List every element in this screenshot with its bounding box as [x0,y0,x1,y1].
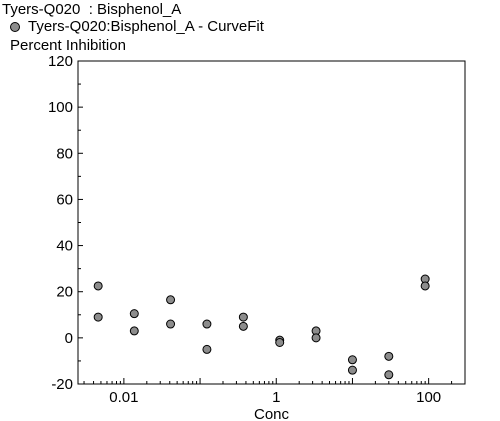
y-tick-label: 120 [48,53,73,70]
legend-label: Tyers-Q020:Bisphenol_A - CurveFit [28,18,264,35]
plot-area [77,60,466,385]
y-tick-label: -20 [51,376,73,393]
data-point [347,365,357,375]
data-point [166,319,176,329]
legend-marker-icon [10,21,20,32]
y-tick-label: 100 [48,99,73,116]
data-point [384,370,394,380]
data-point [311,333,321,343]
y-tick-label: 0 [65,330,73,347]
y-axis: -20 0 20 40 60 80 100 120 [48,53,83,393]
data-point [129,326,139,336]
x-axis-title: Conc [254,406,290,421]
data-points [93,274,430,380]
data-point [93,312,103,322]
data-point [238,312,248,322]
data-point [275,337,285,347]
data-point [129,309,139,319]
data-point [202,319,212,329]
data-point [347,355,357,365]
data-point [166,295,176,305]
x-axis: 0.01 1 100 [83,378,466,406]
x-tick-label: 0.01 [109,389,138,406]
data-point [238,321,248,331]
y-tick-label: 80 [56,145,73,162]
data-point [202,344,212,354]
chart-title: Tyers-Q020 : Bisphenol_A [2,1,182,18]
data-point [93,281,103,291]
legend: Tyers-Q020:Bisphenol_A - CurveFit [10,18,264,35]
x-tick-label: 100 [416,389,441,406]
y-tick-label: 40 [56,238,73,255]
x-tick-label: 1 [272,389,280,406]
data-point [420,281,430,291]
y-axis-title: Percent Inhibition [10,37,126,54]
data-point [384,351,394,361]
y-tick-label: 20 [56,284,73,301]
y-tick-label: 60 [56,191,73,208]
